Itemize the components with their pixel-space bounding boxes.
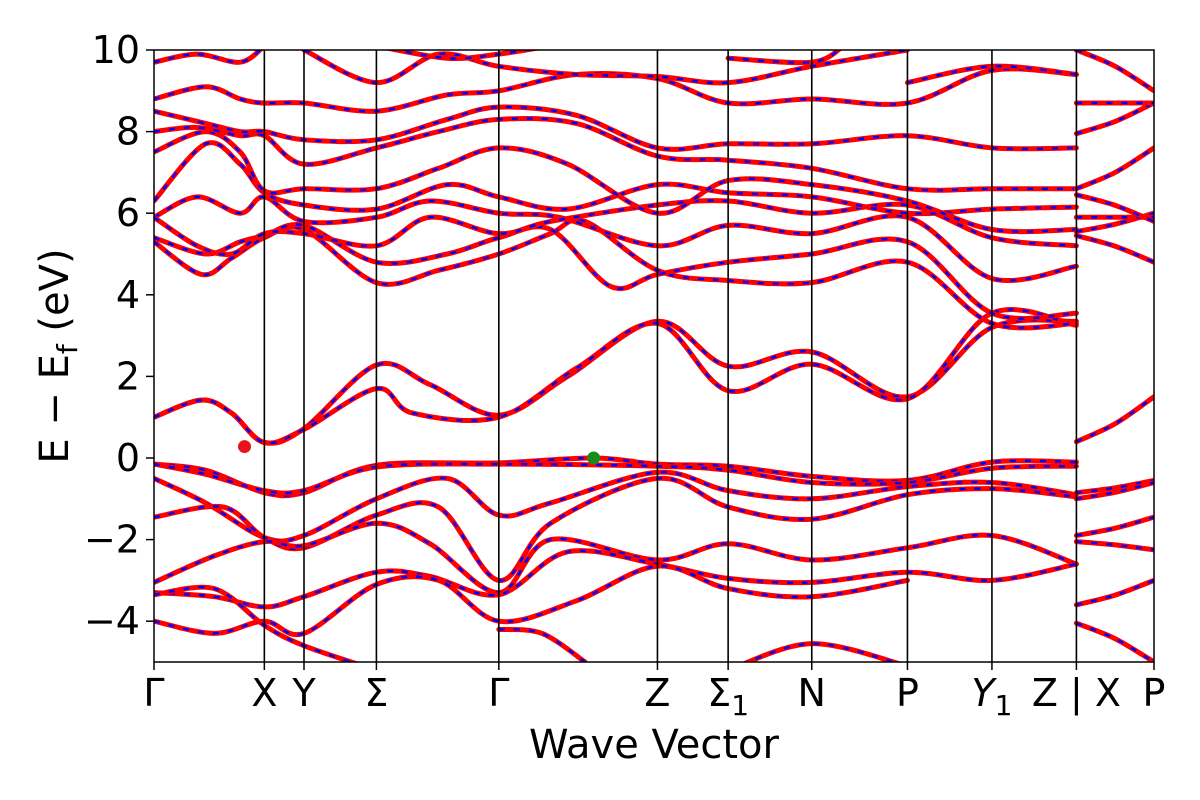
- y-tick-label: 6: [116, 191, 140, 235]
- band-19-wannier: [154, 105, 1077, 151]
- x-axis-ticks: Γ X Y Σ Γ Z Σ1 N P Y1 Z | X P: [143, 662, 1165, 722]
- band-stub-4-dft: [1073, 539, 1154, 553]
- y-tick-label: 8: [116, 110, 140, 154]
- x-tick-label: P: [896, 671, 919, 715]
- x-tick-label: Σ1: [707, 671, 749, 722]
- band-25-wannier: [907, 64, 1077, 84]
- x-tick-label: P: [1143, 671, 1166, 715]
- band-stub-0-wannier: [1075, 395, 1154, 443]
- y-tick-label: 2: [116, 354, 140, 398]
- band-stub-2-dft: [1073, 480, 1154, 502]
- marker-cbm: [238, 440, 252, 454]
- band-stub-0-dft: [1073, 394, 1154, 445]
- band-stub-12-dft: [1073, 100, 1154, 137]
- band-stub-10-dft: [1073, 192, 1154, 224]
- band-7-dft: [154, 548, 1079, 610]
- x-tick-label: Y: [291, 671, 316, 715]
- x-tick-label: Γ: [488, 671, 509, 715]
- marker-vbm: [587, 451, 601, 465]
- band-stub-3-dft: [1073, 514, 1154, 538]
- band-edge-markers: [238, 440, 601, 465]
- band-15-wannier: [154, 199, 1077, 256]
- y-tick-label: 10: [92, 28, 140, 72]
- band-1-dft: [154, 307, 1079, 446]
- band-stub-14-wannier: [1075, 50, 1154, 92]
- band-23-dft: [384, 50, 542, 61]
- band-10-dft: [496, 626, 588, 662]
- x-tick-label: Y1: [971, 671, 1012, 722]
- y-tick-label: 0: [116, 436, 140, 480]
- band-1-wannier: [154, 308, 1077, 445]
- band-22-wannier: [303, 50, 908, 85]
- band-stub-1-dft: [1073, 477, 1154, 496]
- band-3-dft: [154, 461, 1079, 496]
- band-stub-5-dft: [1073, 577, 1154, 608]
- y-tick-label: 4: [116, 273, 140, 317]
- y-axis-ticks: −4 −2 0 2 4 6 8 10: [84, 28, 154, 643]
- x-tick-label: Z: [644, 671, 670, 715]
- band-23-wannier: [390, 50, 534, 60]
- y-tick-label: −4: [84, 599, 140, 643]
- band-17-dft: [154, 129, 1079, 235]
- band-19-dft: [154, 104, 1079, 152]
- x-tick-label: Γ: [143, 671, 164, 715]
- x-tick-label: N: [798, 671, 826, 715]
- band-stub-11-dft: [1073, 145, 1154, 192]
- x-tick-label: X: [251, 671, 277, 715]
- band-24-wannier: [728, 50, 841, 64]
- band-16-dft: [154, 140, 1079, 217]
- band-4-dft: [154, 469, 1079, 544]
- band-14-wannier: [154, 195, 1077, 282]
- x-tick-label: Z | X: [1032, 671, 1121, 716]
- band-18-wannier: [154, 117, 1077, 192]
- band-22-dft: [301, 50, 910, 86]
- y-axis-label-main: E − E: [32, 354, 78, 464]
- band-11-dft: [741, 641, 902, 662]
- band-stub-14-dft: [1073, 50, 1154, 94]
- band-12-wannier: [154, 218, 1077, 330]
- x-tick-label: Σ: [364, 671, 388, 715]
- plot-frame: [153, 49, 1155, 663]
- band-21-wannier: [154, 50, 262, 64]
- band-8-wannier: [154, 564, 908, 636]
- band-20-dft: [154, 66, 1079, 114]
- y-axis-label-sub: f: [51, 343, 84, 354]
- high-symmetry-lines: [263, 50, 1078, 662]
- band-stub-11-wannier: [1075, 146, 1154, 190]
- band-stub-6-wannier: [1075, 622, 1154, 662]
- band-stub-6-dft: [1073, 620, 1154, 662]
- band-stub-7-dft: [1073, 233, 1154, 265]
- x-axis-label: Wave Vector: [529, 722, 780, 768]
- band-16-wannier: [154, 141, 1077, 215]
- y-axis-label: E − Ef (eV): [32, 248, 84, 463]
- y-axis-label-unit: (eV): [32, 248, 78, 344]
- y-tick-label: −2: [84, 518, 140, 562]
